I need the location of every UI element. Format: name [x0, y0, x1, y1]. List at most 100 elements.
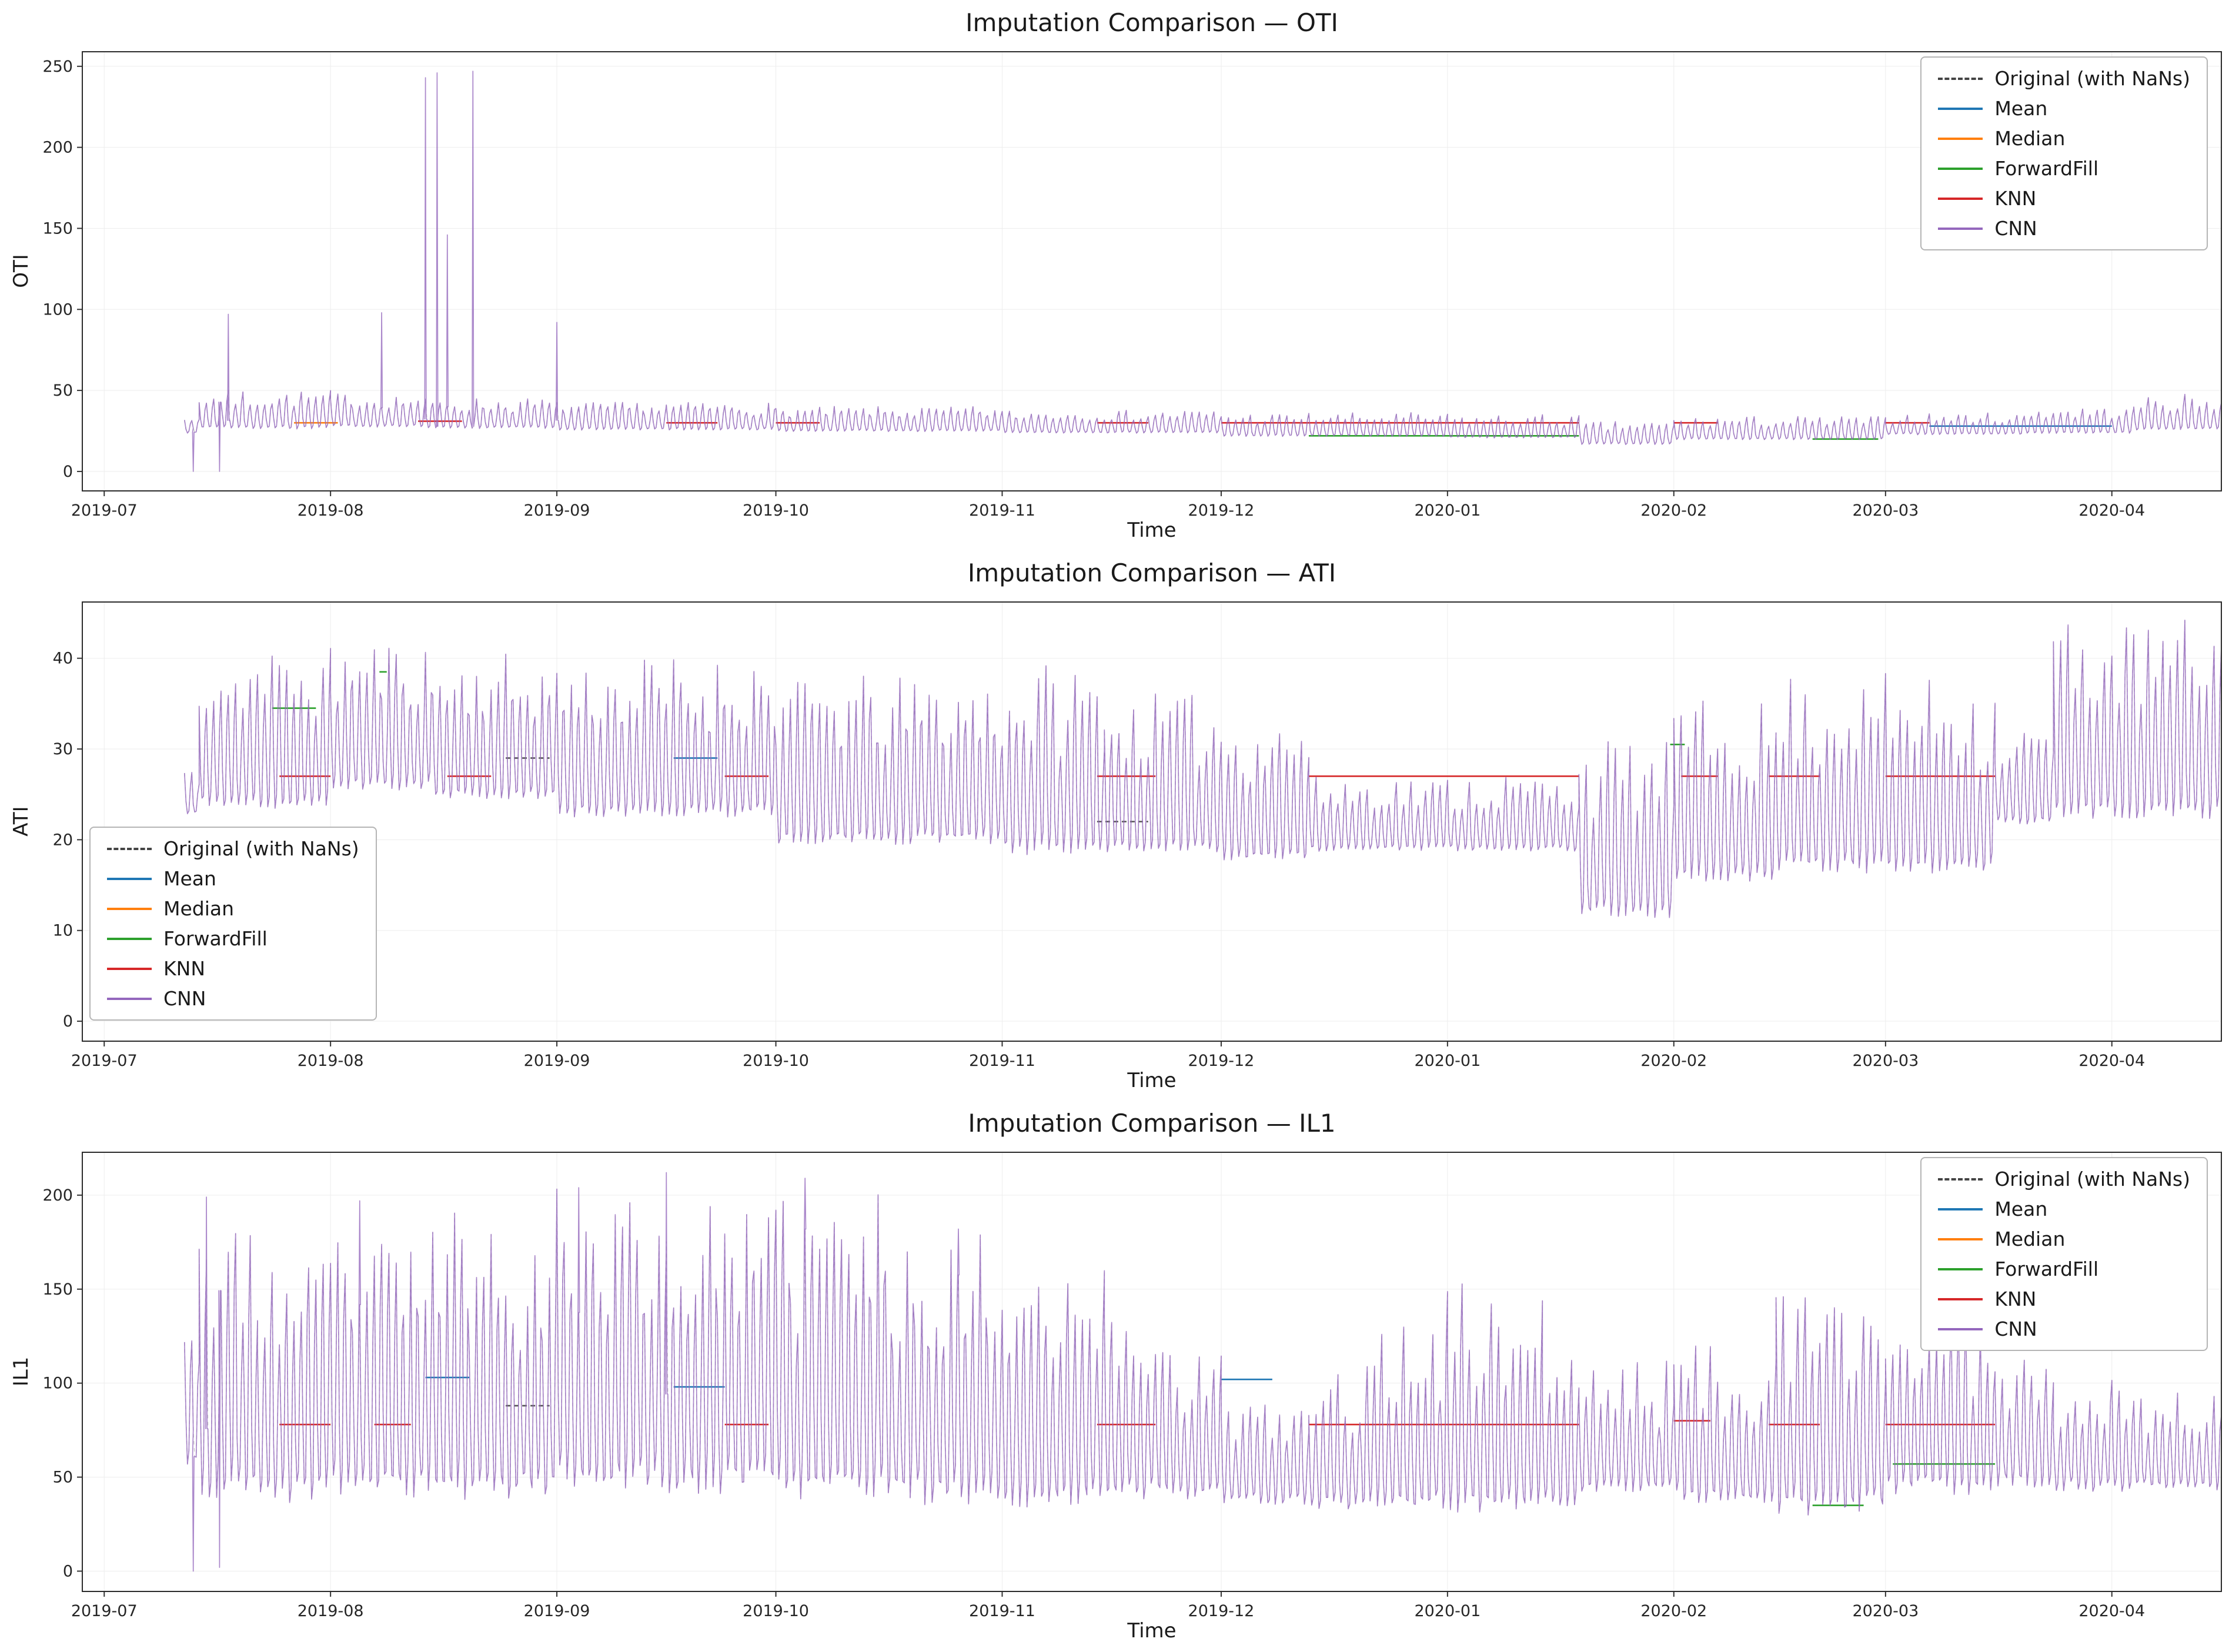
legend-label: ForwardFill [1994, 157, 2099, 180]
svg-text:2019-08: 2019-08 [298, 501, 364, 520]
svg-text:200: 200 [42, 1186, 73, 1205]
legend-entry: Mean [1938, 97, 2190, 120]
legend-label: Median [163, 897, 235, 920]
median-line-swatch-icon [1938, 137, 1983, 140]
svg-text:2019-07: 2019-07 [71, 1602, 138, 1620]
legend-oti: Original (with NaNs) Mean Median Forward… [1920, 56, 2208, 250]
chart-title: Imputation Comparison — IL1 [968, 1109, 1336, 1138]
svg-text:250: 250 [42, 58, 73, 76]
svg-text:2020-03: 2020-03 [1852, 1052, 1919, 1070]
svg-text:2019-12: 2019-12 [1188, 501, 1255, 520]
legend-entry: ForwardFill [1938, 1258, 2190, 1280]
svg-text:2020-03: 2020-03 [1852, 1602, 1919, 1620]
svg-text:100: 100 [42, 1375, 73, 1393]
legend-entry: Median [1938, 1228, 2190, 1250]
subplot-oti: Imputation Comparison — OTI OTI 2019-07 2… [0, 0, 2229, 550]
legend-label: CNN [163, 987, 206, 1010]
legend-label: ForwardFill [1994, 1258, 2099, 1280]
forwardfill-line-swatch-icon [107, 937, 152, 940]
svg-text:2020-01: 2020-01 [1414, 1052, 1481, 1070]
svg-text:2019-09: 2019-09 [524, 1602, 590, 1620]
forwardfill-line-swatch-icon [1938, 1268, 1983, 1270]
svg-text:2019-08: 2019-08 [298, 1052, 364, 1070]
legend-ati: Original (with NaNs) Mean Median Forward… [89, 827, 377, 1021]
original-line-swatch-icon [107, 847, 152, 850]
legend-entry: Original (with NaNs) [107, 837, 359, 860]
legend-label: CNN [1994, 217, 2037, 240]
legend-entry: Original (with NaNs) [1938, 1168, 2190, 1190]
svg-text:2019-10: 2019-10 [743, 1602, 809, 1620]
svg-text:2019-10: 2019-10 [743, 1052, 809, 1070]
svg-text:2020-02: 2020-02 [1640, 501, 1707, 520]
knn-line-swatch-icon [107, 967, 152, 970]
original-line-swatch-icon [1938, 1178, 1983, 1181]
svg-text:2019-08: 2019-08 [298, 1602, 364, 1620]
svg-text:2019-07: 2019-07 [71, 501, 138, 520]
knn-line-swatch-icon [1938, 197, 1983, 200]
legend-label: Mean [1994, 97, 2048, 120]
legend-label: Original (with NaNs) [1994, 67, 2190, 90]
svg-text:100: 100 [42, 300, 73, 319]
svg-text:0: 0 [63, 1562, 73, 1580]
legend-entry: Median [1938, 127, 2190, 150]
subplot-ati: Imputation Comparison — ATI ATI 2019-07 2… [0, 550, 2229, 1101]
svg-text:40: 40 [53, 650, 73, 668]
mean-line-swatch-icon [107, 877, 152, 880]
legend-label: KNN [1994, 1288, 2037, 1310]
svg-text:200: 200 [42, 139, 73, 157]
legend-label: ForwardFill [163, 927, 268, 950]
cnn-line-swatch-icon [1938, 1327, 1983, 1330]
median-line-swatch-icon [107, 907, 152, 910]
svg-text:10: 10 [53, 922, 73, 940]
x-axis-label: Time [1127, 1619, 1177, 1643]
svg-text:150: 150 [42, 219, 73, 238]
original-line-swatch-icon [1938, 77, 1983, 80]
svg-text:2020-02: 2020-02 [1640, 1052, 1707, 1070]
cnn-line-swatch-icon [1938, 227, 1983, 230]
knn-line-swatch-icon [1938, 1297, 1983, 1300]
y-axis-label: IL1 [9, 1356, 33, 1387]
legend-il1: Original (with NaNs) Mean Median Forward… [1920, 1157, 2208, 1351]
svg-text:2019-12: 2019-12 [1188, 1052, 1255, 1070]
svg-text:2019-11: 2019-11 [969, 1602, 1035, 1620]
svg-text:2020-04: 2020-04 [2078, 1052, 2145, 1070]
legend-entry: CNN [1938, 217, 2190, 240]
mean-line-swatch-icon [1938, 107, 1983, 110]
legend-entry: KNN [107, 957, 359, 980]
legend-label: Mean [1994, 1198, 2048, 1220]
svg-text:2019-09: 2019-09 [524, 501, 590, 520]
legend-entry: CNN [107, 987, 359, 1010]
svg-text:2019-09: 2019-09 [524, 1052, 590, 1070]
legend-entry: ForwardFill [1938, 157, 2190, 180]
svg-text:30: 30 [53, 740, 73, 758]
legend-label: Median [1994, 127, 2066, 150]
svg-text:2020-04: 2020-04 [2078, 1602, 2145, 1620]
x-axis-label: Time [1127, 519, 1177, 542]
svg-text:2020-03: 2020-03 [1852, 501, 1919, 520]
forwardfill-line-swatch-icon [1938, 167, 1983, 170]
svg-text:20: 20 [53, 831, 73, 849]
legend-entry: Original (with NaNs) [1938, 67, 2190, 90]
il1-plot-canvas: 2019-07 2019-08 2019-09 2019-10 2019-11 2019-… [42, 1152, 2222, 1620]
svg-text:2020-04: 2020-04 [2078, 501, 2145, 520]
mean-line-swatch-icon [1938, 1208, 1983, 1210]
legend-label: Mean [163, 867, 216, 890]
svg-text:2019-10: 2019-10 [743, 501, 809, 520]
legend-label: KNN [163, 957, 206, 980]
y-axis-label: ATI [9, 806, 33, 837]
legend-label: KNN [1994, 187, 2037, 210]
legend-entry: ForwardFill [107, 927, 359, 950]
legend-label: Original (with NaNs) [1994, 1168, 2190, 1190]
svg-text:2020-01: 2020-01 [1414, 501, 1481, 520]
oti-plot-canvas: 2019-07 2019-08 2019-09 2019-10 2019-11 2019-… [42, 51, 2222, 520]
legend-label: Original (with NaNs) [163, 837, 359, 860]
legend-entry: Mean [107, 867, 359, 890]
svg-text:2019-11: 2019-11 [969, 1052, 1035, 1070]
svg-text:2020-02: 2020-02 [1640, 1602, 1707, 1620]
legend-label: CNN [1994, 1317, 2037, 1340]
subplot-il1: Imputation Comparison — IL1 IL1 2019-07 2… [0, 1101, 2229, 1651]
x-axis-label: Time [1127, 1069, 1177, 1092]
legend-entry: KNN [1938, 187, 2190, 210]
svg-text:2019-12: 2019-12 [1188, 1602, 1255, 1620]
